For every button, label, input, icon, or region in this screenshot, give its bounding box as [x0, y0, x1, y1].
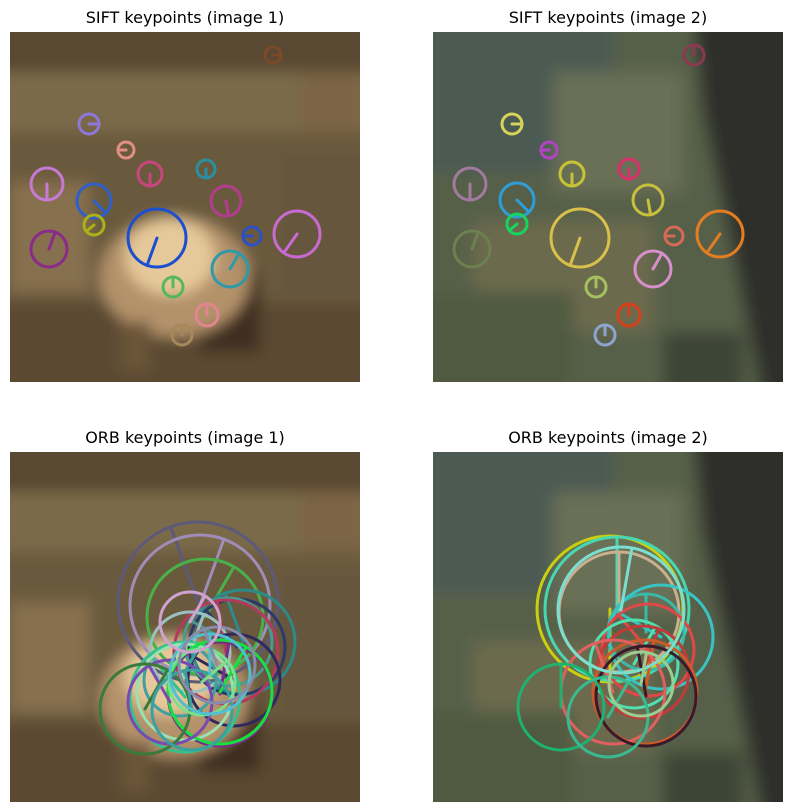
keypoint-circle — [166, 638, 274, 746]
panel-title-sift-2: SIFT keypoints (image 2) — [508, 8, 708, 27]
panel-title-orb-1: ORB keypoints (image 1) — [85, 428, 285, 447]
keypoint-orientation — [282, 232, 299, 255]
keypoints — [516, 534, 715, 759]
keypoint-orientation — [224, 199, 231, 218]
orb-image-1-panel — [10, 452, 360, 802]
keypoint-circle — [566, 675, 650, 759]
keypoint-circle — [210, 249, 250, 289]
keypoint-circle — [177, 625, 257, 705]
left-patch — [10, 602, 90, 712]
tree-trunk — [695, 452, 783, 802]
keypoint-orientation — [515, 198, 531, 214]
keypoint-circle — [29, 229, 69, 269]
right-patch — [280, 152, 360, 292]
keypoint-orientation — [188, 618, 230, 644]
sift-image-1-panel — [10, 32, 360, 382]
keypoint-orientation — [202, 627, 219, 667]
keypoint-orientation — [635, 645, 648, 698]
keypoint-orientation — [145, 236, 159, 267]
keypoint-circle — [272, 209, 322, 259]
right-patch — [280, 572, 360, 712]
keypoint-circle — [75, 182, 113, 220]
background-photo — [433, 32, 783, 382]
deer-highlight — [125, 219, 215, 295]
keypoint-circle — [498, 181, 536, 219]
keypoint-orientation — [651, 251, 664, 271]
keypoint-circle — [158, 590, 222, 654]
keypoints — [98, 520, 297, 756]
keypoint-circle — [82, 213, 106, 237]
top-foliage — [10, 452, 360, 492]
keypoint-orientation — [188, 594, 207, 624]
keypoint-orientation — [507, 222, 519, 232]
background-photo — [10, 32, 360, 382]
sift-image-2-panel — [433, 32, 783, 382]
panel-title-sift-1: SIFT keypoints (image 1) — [85, 8, 285, 27]
keypoint-circle — [594, 644, 698, 748]
keypoint-circle — [607, 583, 715, 691]
lower-right — [663, 752, 743, 802]
top-foliage — [10, 32, 360, 72]
keypoint-orientation — [639, 651, 649, 686]
keypoint-orientation — [470, 230, 480, 251]
keypoint-circle — [150, 668, 234, 752]
keypoint-orientation — [200, 659, 229, 684]
orb-image-1-keypoints — [10, 452, 360, 802]
lower-left — [433, 712, 573, 802]
keypoint-circle — [556, 545, 686, 675]
keypoint-orientation — [47, 230, 57, 251]
panel-title-orb-2: ORB keypoints (image 2) — [508, 428, 708, 447]
keypoint-circle — [607, 650, 675, 718]
keypoint-orientation — [92, 199, 108, 215]
keypoint-orientation — [228, 251, 241, 271]
deer-leg — [120, 322, 150, 372]
keypoint-orientation — [568, 236, 582, 267]
keypoints — [452, 43, 745, 347]
keypoint-orientation — [619, 546, 634, 612]
keypoint-circle — [549, 207, 611, 269]
keypoint-orientation — [705, 232, 722, 255]
keypoints — [29, 45, 322, 347]
keypoint-orientation — [218, 641, 231, 696]
keypoint-circle — [505, 212, 529, 236]
keypoint-circle — [126, 207, 188, 269]
lower-left — [433, 292, 573, 382]
keypoint-orientation — [606, 680, 630, 719]
sift-image-2-keypoints — [433, 32, 783, 382]
keypoint-circle — [209, 184, 243, 218]
orb-image-2-keypoints — [433, 452, 783, 802]
tree-trunk — [695, 32, 783, 382]
sift-image-1-keypoints — [10, 32, 360, 382]
keypoint-circle — [633, 249, 673, 289]
keypoint-orientation — [646, 198, 653, 217]
keypoint-circle — [631, 183, 665, 217]
right-top-patch — [300, 72, 360, 132]
keypoint-circle — [695, 209, 745, 259]
keypoint-circle — [452, 229, 492, 269]
keypoint-orientation — [84, 223, 96, 233]
lower-right — [663, 332, 743, 382]
right-top-patch — [300, 492, 360, 552]
orb-image-2-panel — [433, 452, 783, 802]
